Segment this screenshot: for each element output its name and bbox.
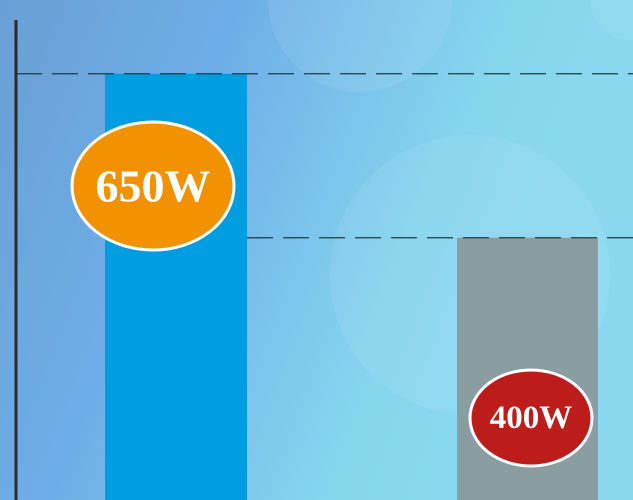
value-label: 650W <box>96 161 211 212</box>
decoration <box>590 0 633 40</box>
value-badge <box>468 368 594 468</box>
value-badge <box>70 120 236 252</box>
plot-area: 650W 400W <box>16 73 633 500</box>
decoration <box>268 0 452 92</box>
value-label: 400W <box>490 400 573 436</box>
